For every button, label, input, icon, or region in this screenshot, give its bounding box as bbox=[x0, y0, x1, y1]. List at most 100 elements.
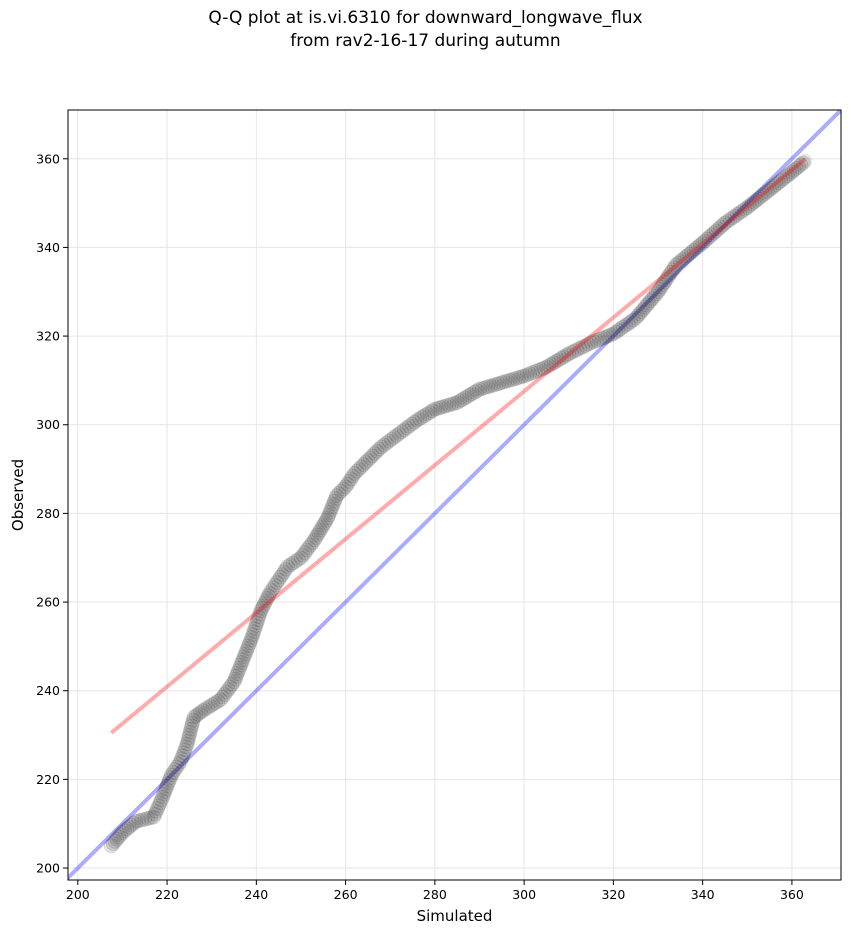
qq-point bbox=[369, 443, 385, 459]
qq-point bbox=[541, 358, 557, 374]
qq-point bbox=[508, 370, 524, 386]
qq-point bbox=[708, 223, 724, 239]
qq-point bbox=[329, 488, 345, 504]
qq-point bbox=[471, 381, 487, 397]
qq-point bbox=[285, 555, 301, 571]
qq-point bbox=[247, 621, 263, 637]
qq-point bbox=[222, 679, 238, 695]
qq-point bbox=[338, 479, 354, 495]
qq-point bbox=[226, 674, 242, 690]
qq-point bbox=[213, 692, 229, 708]
qq-point bbox=[304, 535, 320, 551]
qq-point bbox=[234, 654, 250, 670]
qq-point bbox=[218, 684, 234, 700]
qq-point bbox=[719, 213, 735, 229]
qq-point bbox=[200, 699, 216, 715]
qq-point bbox=[454, 392, 470, 408]
qq-point bbox=[205, 696, 221, 712]
qq-point bbox=[605, 326, 621, 342]
qq-point bbox=[244, 630, 260, 646]
qq-point bbox=[107, 833, 123, 849]
y-tick-label: 280 bbox=[36, 506, 60, 521]
qq-point bbox=[262, 585, 278, 601]
qq-point bbox=[157, 784, 173, 800]
qq-point bbox=[303, 537, 319, 553]
qq-point bbox=[661, 267, 677, 283]
x-axis-label: Simulated bbox=[417, 907, 493, 925]
qq-point bbox=[297, 545, 313, 561]
qq-point bbox=[635, 301, 651, 317]
qq-point bbox=[536, 360, 552, 376]
qq-point bbox=[146, 809, 162, 825]
qq-point bbox=[245, 627, 261, 643]
qq-point bbox=[427, 401, 443, 417]
qq-point bbox=[242, 635, 258, 651]
qq-point bbox=[538, 359, 554, 375]
qq-point bbox=[171, 756, 187, 772]
qq-point bbox=[615, 319, 631, 335]
qq-point bbox=[197, 701, 213, 717]
qq-point bbox=[516, 368, 532, 384]
qq-point bbox=[712, 219, 728, 235]
qq-point bbox=[265, 580, 281, 596]
qq-point bbox=[175, 748, 191, 764]
qq-point bbox=[123, 817, 139, 833]
qq-point bbox=[704, 227, 720, 243]
qq-point bbox=[165, 764, 181, 780]
qq-point bbox=[349, 463, 365, 479]
qq-point bbox=[657, 274, 673, 290]
qq-point bbox=[119, 821, 135, 837]
qq-point bbox=[233, 657, 249, 673]
qq-point bbox=[457, 390, 473, 406]
qq-point bbox=[164, 767, 180, 783]
y-tick-label: 340 bbox=[36, 240, 60, 255]
qq-point bbox=[215, 689, 231, 705]
qq-point bbox=[367, 446, 383, 462]
qq-point bbox=[744, 196, 760, 212]
x-tick-label: 200 bbox=[66, 887, 90, 902]
qq-point bbox=[548, 353, 564, 369]
qq-point bbox=[670, 255, 686, 271]
qq-point bbox=[631, 306, 647, 322]
qq-point bbox=[253, 603, 269, 619]
qq-point bbox=[782, 166, 798, 182]
qq-point bbox=[396, 422, 412, 438]
qq-point bbox=[513, 369, 529, 385]
qq-point bbox=[646, 288, 662, 304]
qq-point bbox=[722, 212, 738, 228]
qq-point bbox=[679, 248, 695, 264]
qq-point bbox=[167, 762, 183, 778]
qq-point bbox=[779, 168, 795, 184]
qq-point bbox=[422, 404, 438, 420]
qq-point bbox=[335, 481, 351, 497]
qq-point bbox=[444, 396, 460, 412]
qq-point bbox=[480, 379, 496, 395]
qq-point bbox=[278, 561, 294, 577]
qq-point bbox=[229, 666, 245, 682]
qq-point bbox=[162, 770, 178, 786]
qq-point bbox=[597, 329, 613, 345]
qq-point bbox=[254, 600, 270, 616]
qq-point bbox=[321, 507, 337, 523]
qq-point bbox=[648, 286, 664, 302]
qq-point bbox=[293, 550, 309, 566]
qq-point bbox=[328, 490, 344, 506]
qq-point bbox=[113, 827, 129, 843]
qq-point bbox=[464, 386, 480, 402]
qq-point bbox=[485, 377, 501, 393]
qq-point bbox=[184, 718, 200, 734]
qq-point bbox=[288, 553, 304, 569]
qq-point bbox=[589, 333, 605, 349]
qq-point bbox=[686, 242, 702, 258]
qq-point bbox=[272, 569, 288, 585]
y-tick-label: 300 bbox=[36, 417, 60, 432]
qq-point bbox=[406, 414, 422, 430]
qq-point bbox=[773, 173, 789, 189]
qq-point bbox=[235, 652, 251, 668]
qq-point bbox=[208, 695, 224, 711]
qq-point bbox=[717, 215, 733, 231]
qq-point bbox=[575, 339, 591, 355]
qq-point bbox=[353, 459, 369, 475]
qq-point bbox=[675, 252, 691, 268]
qq-point bbox=[246, 624, 262, 640]
